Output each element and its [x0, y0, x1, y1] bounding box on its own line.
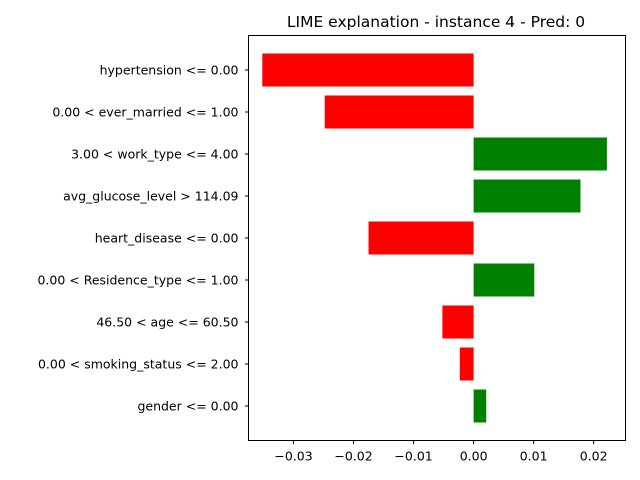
x-tick-label: −0.03 [274, 449, 312, 464]
bar [473, 389, 487, 423]
x-axis-ticks: −0.03 −0.02 −0.01 0.00 0.01 0.02 [274, 440, 608, 464]
bar [442, 305, 474, 339]
y-tick-label: 46.50 < age <= 60.50 [96, 315, 238, 330]
bar [262, 53, 474, 87]
y-tick-label: heart_disease <= 0.00 [95, 231, 239, 246]
y-tick-label: 3.00 < work_type <= 4.00 [71, 147, 238, 162]
y-tick-label: hypertension <= 0.00 [100, 63, 239, 78]
y-tick-label: 0.00 < Residence_type <= 1.00 [37, 273, 238, 288]
x-tick-label: 0.02 [580, 449, 608, 464]
axes-frame [248, 35, 626, 441]
y-tick-label: 0.00 < smoking_status <= 2.00 [38, 357, 239, 372]
bars-group [262, 53, 607, 423]
bar [368, 221, 474, 255]
x-tick-label: 0.01 [520, 449, 548, 464]
bar [473, 263, 535, 297]
y-tick-label: 0.00 < ever_married <= 1.00 [52, 105, 238, 120]
y-tick-label: gender <= 0.00 [137, 399, 238, 414]
y-tick-label: avg_glucose_level > 114.09 [63, 189, 238, 204]
chart-title: LIME explanation - instance 4 - Pred: 0 [287, 13, 585, 31]
x-tick-label: −0.02 [334, 449, 372, 464]
bar [459, 347, 474, 381]
bar [473, 179, 581, 213]
x-tick-label: −0.01 [394, 449, 432, 464]
bar [473, 137, 607, 171]
bar [324, 95, 474, 129]
x-tick-label: 0.00 [460, 449, 488, 464]
y-axis-ticks: hypertension <= 0.00 0.00 < ever_married … [37, 63, 249, 414]
